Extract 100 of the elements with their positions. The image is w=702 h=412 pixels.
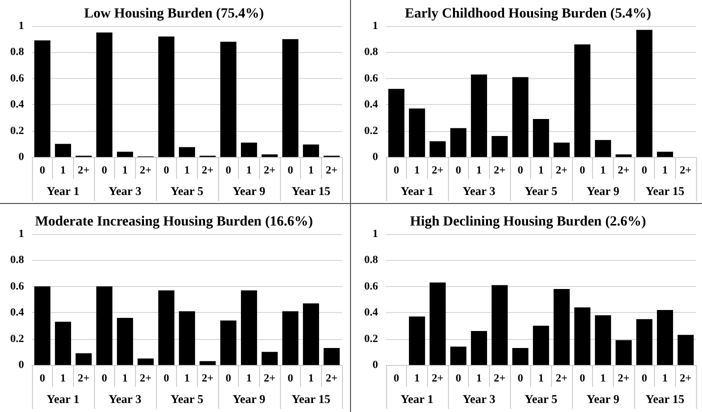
y-tick-label: 0.6: [364, 280, 378, 292]
y-tick-label: 0.8: [10, 254, 24, 266]
text: Year 1: [46, 184, 80, 198]
bar: [178, 311, 196, 365]
x-tick-label: 2+: [618, 372, 630, 384]
x-tick-label: 1: [662, 164, 668, 176]
bar: [594, 315, 612, 365]
text: Year 3: [108, 184, 142, 198]
text: Year 9: [586, 392, 620, 406]
text: Year 3: [462, 392, 496, 406]
bar: [54, 144, 72, 157]
y-tick-label: 0.8: [364, 46, 378, 58]
x-tick-label: 0: [164, 164, 170, 176]
x-tick-label: 1: [60, 372, 66, 384]
text: Year 3: [462, 184, 496, 198]
y-tick-label: 0.2: [364, 124, 378, 137]
x-tick-label: 2+: [140, 164, 152, 176]
y-tick-label: 0.6: [364, 72, 378, 84]
bar: [200, 361, 216, 365]
x-tick-label: 2+: [264, 372, 276, 384]
x-tick-label: 1: [662, 372, 668, 384]
x-tick-label: 0: [40, 372, 46, 384]
bar: [574, 307, 590, 365]
bar: [594, 140, 612, 157]
bar: [492, 136, 508, 157]
text: Year 15: [646, 392, 684, 406]
x-tick-label: 0: [518, 372, 524, 384]
x-tick-label: 1: [184, 164, 190, 176]
x-tick-label: 2+: [494, 164, 506, 176]
x-tick-label: 2+: [494, 372, 506, 384]
text: Year 9: [232, 392, 266, 406]
y-tick-label: 0.6: [10, 280, 24, 292]
x-tick-label: 0: [642, 164, 648, 176]
bar: [138, 358, 154, 365]
x-tick-label: 2+: [140, 372, 152, 384]
x-tick-label: 2+: [618, 164, 630, 176]
x-tick-label: 0: [518, 164, 524, 176]
bar: [678, 334, 694, 365]
text: Year 9: [232, 184, 266, 198]
x-tick-label: 1: [60, 164, 66, 176]
x-tick-label: 0: [394, 372, 400, 384]
x-tick-label: 0: [580, 372, 586, 384]
bar: [220, 42, 236, 157]
x-tick-label: 2+: [680, 164, 692, 176]
y-tick-label: 1: [18, 228, 24, 240]
y-tick-label: 0.8: [364, 254, 378, 266]
x-tick-label: 2+: [432, 372, 444, 384]
x-tick-label: 0: [288, 164, 294, 176]
bar: [240, 142, 258, 157]
y-tick-label: 0.4: [364, 98, 378, 111]
text: Year 5: [524, 392, 558, 406]
y-tick-label: 0.4: [364, 306, 378, 319]
bar: [262, 154, 278, 157]
x-tick-label: 2+: [78, 164, 90, 176]
y-tick-label: 0.2: [10, 124, 24, 137]
bar: [450, 346, 466, 365]
text: Year 5: [524, 184, 558, 198]
x-tick-label: 2+: [264, 164, 276, 176]
bar: [512, 348, 528, 365]
x-tick-label: 2+: [680, 372, 692, 384]
x-tick-label: 0: [456, 372, 462, 384]
text: Year 1: [46, 392, 80, 406]
bar: [636, 30, 652, 157]
bar: [532, 119, 550, 157]
chart-title: Early Childhood Housing Burden (5.4%): [404, 6, 652, 22]
bar: [408, 316, 426, 365]
bar: [324, 348, 340, 365]
x-tick-label: 0: [642, 372, 648, 384]
y-tick-label: 0.4: [10, 306, 24, 319]
text: Year 1: [400, 184, 434, 198]
text: Year 15: [292, 184, 330, 198]
bar: [96, 286, 112, 365]
x-tick-label: 0: [164, 372, 170, 384]
bar: [116, 318, 134, 365]
bar: [282, 311, 298, 365]
bar: [450, 128, 466, 157]
x-tick-label: 1: [476, 372, 482, 384]
bar: [656, 310, 674, 365]
bar: [34, 286, 50, 365]
bar: [302, 303, 320, 365]
bar: [470, 330, 488, 365]
bar: [54, 322, 72, 365]
x-tick-label: 2+: [78, 372, 90, 384]
bar: [302, 144, 320, 157]
x-tick-label: 1: [538, 164, 544, 176]
text: Year 15: [646, 184, 684, 198]
x-tick-label: 2+: [202, 164, 214, 176]
bar: [616, 340, 632, 365]
y-tick-label: 0: [372, 151, 378, 163]
x-tick-label: 1: [122, 164, 128, 176]
x-tick-label: 0: [288, 372, 294, 384]
y-tick-label: 0.6: [10, 72, 24, 84]
bar: [178, 147, 196, 157]
text: Year 9: [586, 184, 620, 198]
x-tick-label: 0: [394, 164, 400, 176]
chart-title: High Declining Housing Burden (2.6%): [410, 214, 646, 230]
x-tick-label: 1: [246, 164, 252, 176]
x-tick-label: 0: [102, 164, 108, 176]
text: Year 1: [400, 392, 434, 406]
y-tick-label: 0.8: [10, 46, 24, 58]
